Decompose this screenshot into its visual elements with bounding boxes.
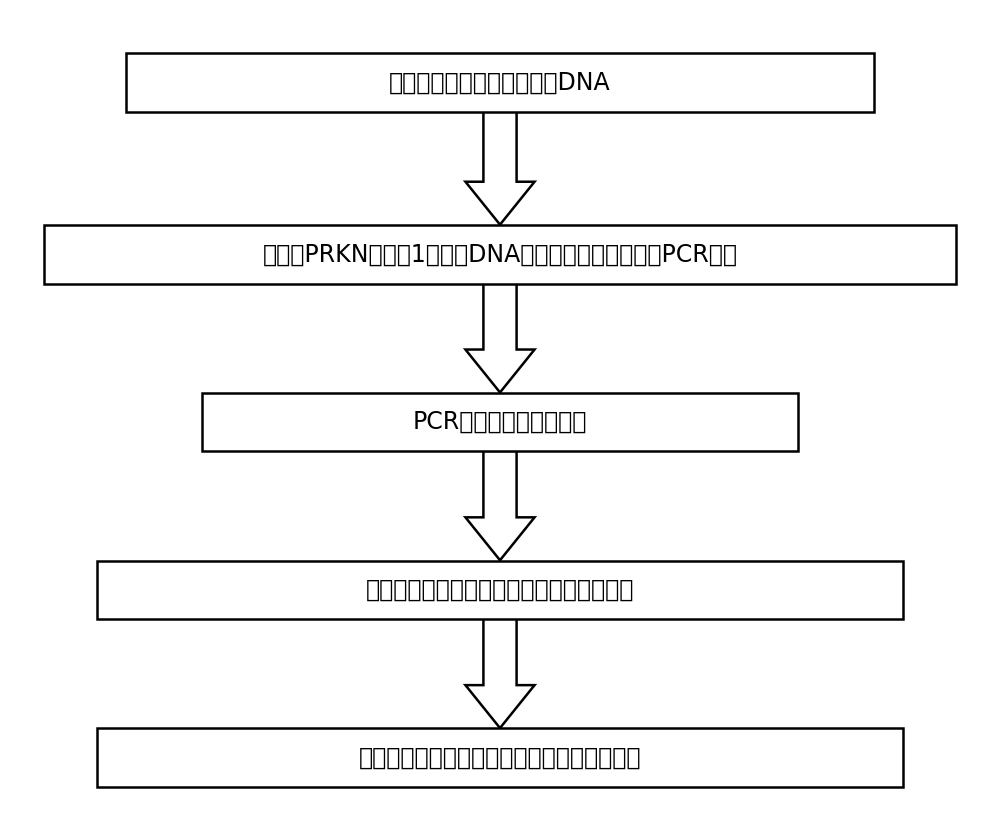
Text: 根据测序结果进行分子标记筛选与基因分型: 根据测序结果进行分子标记筛选与基因分型 (366, 578, 634, 602)
FancyBboxPatch shape (97, 561, 903, 620)
Polygon shape (465, 451, 535, 560)
FancyBboxPatch shape (126, 54, 874, 112)
Polygon shape (465, 111, 535, 224)
Polygon shape (465, 619, 535, 728)
Text: 根据猪PRKN基因第1内含子DNA序列设计特异引物进行PCR扩增: 根据猪PRKN基因第1内含子DNA序列设计特异引物进行PCR扩增 (262, 242, 738, 267)
Text: PCR产物纯化后进行测序: PCR产物纯化后进行测序 (413, 410, 587, 434)
Text: 提取硒都黑猪耳组织基因组DNA: 提取硒都黑猪耳组织基因组DNA (389, 71, 611, 94)
FancyBboxPatch shape (44, 225, 956, 284)
FancyBboxPatch shape (202, 393, 798, 451)
Polygon shape (465, 283, 535, 393)
Text: 将分子标记的基因型与猪肉品质进行关联分析: 将分子标记的基因型与猪肉品质进行关联分析 (359, 746, 641, 770)
FancyBboxPatch shape (97, 728, 903, 787)
